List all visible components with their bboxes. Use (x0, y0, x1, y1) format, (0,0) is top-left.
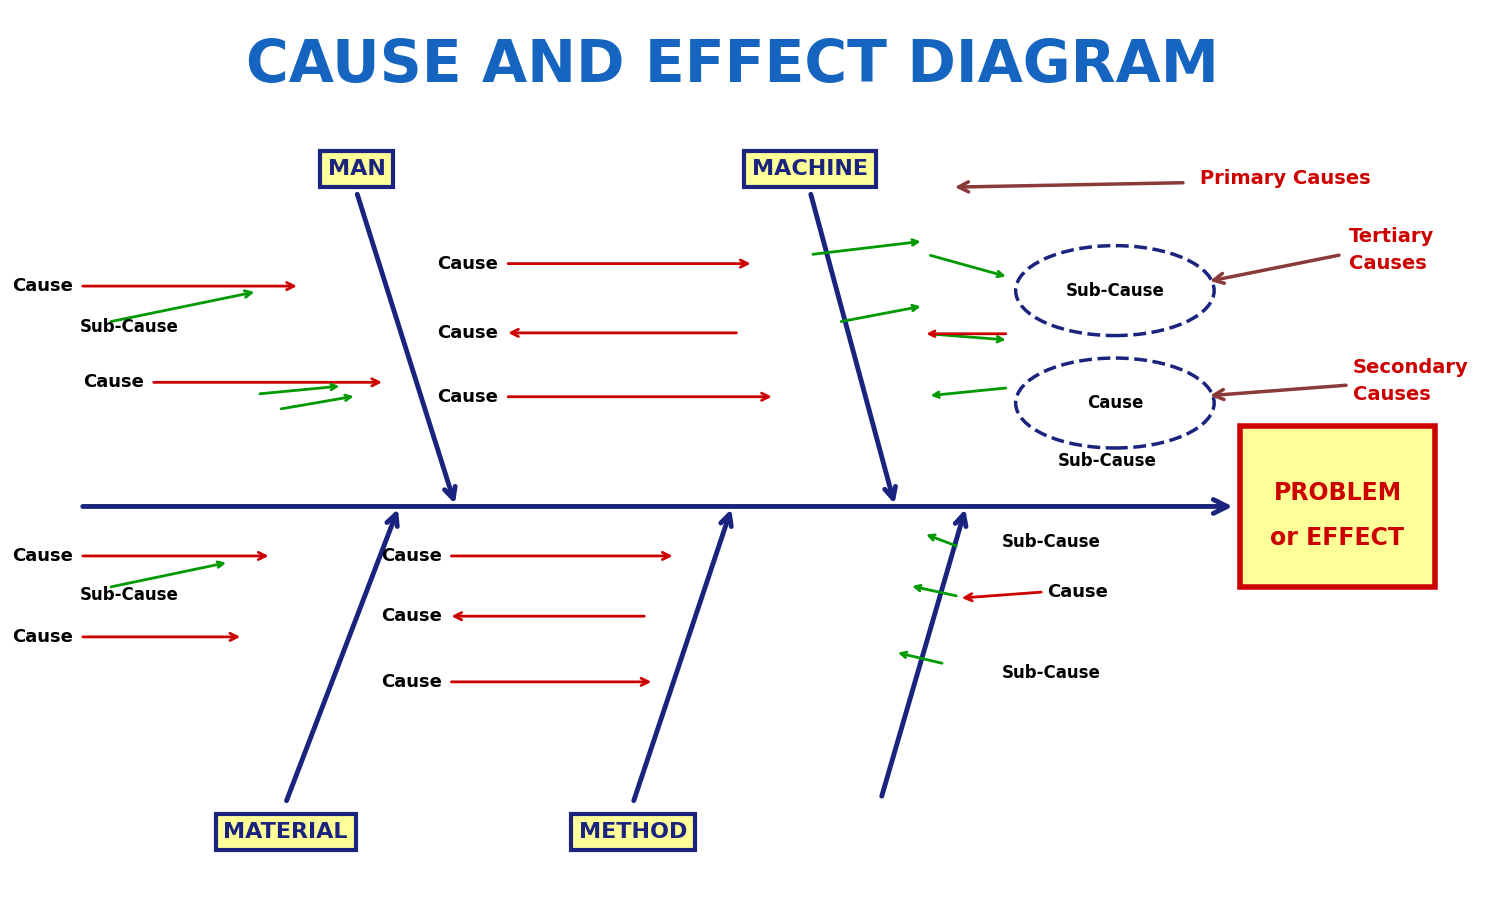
Text: Sub-Cause: Sub-Cause (1001, 533, 1100, 551)
Text: Sub-Cause: Sub-Cause (80, 586, 179, 604)
Text: Secondary: Secondary (1353, 357, 1469, 376)
Text: Cause: Cause (437, 254, 498, 272)
Text: CAUSE AND EFFECT DIAGRAM: CAUSE AND EFFECT DIAGRAM (246, 37, 1219, 94)
Text: Sub-Cause: Sub-Cause (1065, 281, 1164, 300)
Text: Causes: Causes (1348, 254, 1427, 273)
Text: Tertiary: Tertiary (1348, 227, 1434, 246)
Text: Cause: Cause (83, 374, 144, 391)
Text: Cause: Cause (1086, 394, 1143, 412)
Text: Sub-Cause: Sub-Cause (80, 318, 179, 336)
Text: Cause: Cause (437, 387, 498, 405)
Text: Sub-Cause: Sub-Cause (1001, 664, 1100, 681)
Text: METHOD: METHOD (579, 822, 687, 842)
Text: Cause: Cause (381, 607, 442, 625)
Text: Causes: Causes (1353, 385, 1431, 404)
Text: Cause: Cause (12, 628, 73, 646)
Text: PROBLEM: PROBLEM (1274, 481, 1402, 505)
FancyBboxPatch shape (1240, 425, 1436, 587)
Text: Cause: Cause (381, 547, 442, 565)
Text: Cause: Cause (1048, 583, 1107, 601)
Text: MACHINE: MACHINE (751, 159, 868, 179)
Text: Cause: Cause (12, 547, 73, 565)
Text: Sub-Cause: Sub-Cause (1058, 452, 1158, 471)
Text: MAN: MAN (327, 159, 385, 179)
Text: or EFFECT: or EFFECT (1271, 526, 1405, 550)
Text: Cause: Cause (12, 277, 73, 295)
Text: Cause: Cause (437, 324, 498, 342)
Text: Primary Causes: Primary Causes (1199, 168, 1370, 187)
Text: Cause: Cause (381, 672, 442, 691)
Text: MATERIAL: MATERIAL (223, 822, 348, 842)
